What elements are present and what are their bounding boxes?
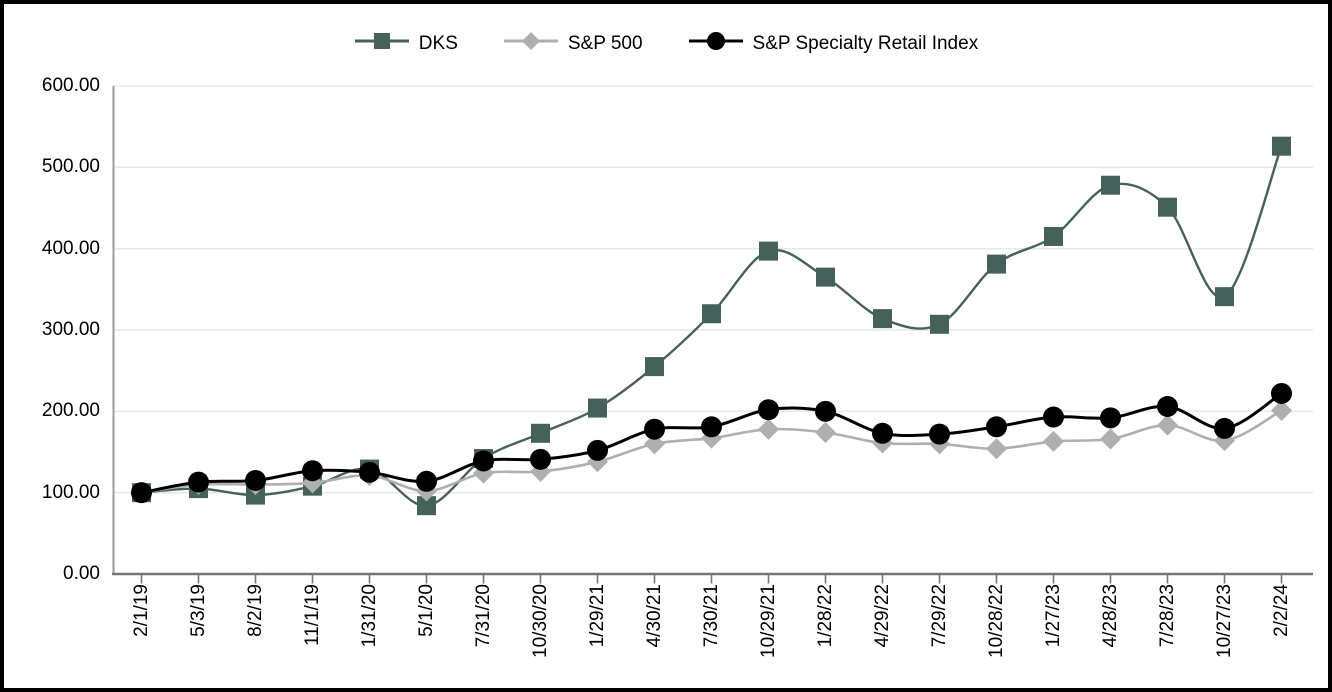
y-axis-tick-label: 400.00 <box>41 237 100 259</box>
legend-marker <box>706 32 725 50</box>
data-point-s-p-500 <box>644 433 665 455</box>
data-point-s-p-specialty-retail-index <box>701 416 722 438</box>
data-point-dks <box>702 304 721 324</box>
data-point-s-p-specialty-retail-index <box>986 416 1007 438</box>
data-point-s-p-specialty-retail-index <box>416 470 437 492</box>
x-axis-tick-label: 1/31/20 <box>358 584 380 648</box>
x-axis-tick-label: 1/27/23 <box>1042 584 1064 648</box>
data-point-s-p-specialty-retail-index <box>929 423 950 445</box>
data-point-s-p-500 <box>758 418 779 440</box>
y-axis-tick-label: 500.00 <box>41 156 100 178</box>
data-point-s-p-specialty-retail-index <box>530 448 551 470</box>
data-point-s-p-500 <box>1043 430 1064 452</box>
x-axis-tick-label: 8/2/19 <box>244 584 266 637</box>
data-point-s-p-specialty-retail-index <box>758 399 779 421</box>
x-axis-tick-label: 4/29/22 <box>871 584 893 648</box>
data-point-s-p-500 <box>815 421 836 443</box>
x-axis-tick-label: 7/30/21 <box>700 584 722 648</box>
data-point-dks <box>1101 175 1120 195</box>
x-axis-tick-label: 4/28/23 <box>1099 584 1121 648</box>
x-axis-tick-label: 10/30/20 <box>529 584 551 658</box>
data-point-dks <box>759 241 778 261</box>
y-axis-tick-label: 200.00 <box>41 400 100 422</box>
x-axis-tick-label: 4/30/21 <box>643 584 665 648</box>
x-axis-tick-label: 5/1/20 <box>415 584 437 637</box>
y-axis-tick-label: 0.00 <box>63 563 100 584</box>
legend-marker <box>373 33 390 49</box>
data-point-s-p-500 <box>1157 414 1178 436</box>
data-point-s-p-500 <box>1100 428 1121 450</box>
x-axis-tick-label: 2/1/19 <box>130 584 152 637</box>
data-point-s-p-specialty-retail-index <box>473 450 494 472</box>
data-point-s-p-specialty-retail-index <box>1043 406 1064 428</box>
data-point-s-p-specialty-retail-index <box>1157 395 1178 417</box>
x-axis-tick-label: 11/1/19 <box>301 584 323 646</box>
legend-swatch <box>354 33 409 49</box>
legend-label-specialty-retail: S&P Specialty Retail Index <box>752 32 979 54</box>
legend-item-sp500: S&P 500 <box>503 29 643 58</box>
data-point-dks <box>930 314 949 334</box>
data-point-s-p-500 <box>986 438 1007 460</box>
legend-swatch <box>503 32 558 50</box>
series-dks <box>132 136 1291 516</box>
y-axis-tick-label: 300.00 <box>41 319 100 340</box>
legend-label-sp500: S&P 500 <box>567 32 643 54</box>
data-point-dks <box>1044 226 1063 246</box>
data-point-dks <box>246 485 265 505</box>
legend-item-specialty-retail: S&P Specialty Retail Index <box>688 29 979 58</box>
data-point-s-p-specialty-retail-index <box>1100 407 1121 429</box>
legend-marker <box>521 32 540 50</box>
legend-swatch <box>688 32 743 50</box>
data-point-s-p-specialty-retail-index <box>1214 417 1235 439</box>
data-point-dks <box>987 254 1006 274</box>
data-point-s-p-specialty-retail-index <box>131 482 152 504</box>
data-point-dks <box>816 267 835 287</box>
chart-legend: DKS S&P 500 S&P Specialty Retail Index <box>0 29 1332 58</box>
x-axis-tick-label: 1/29/21 <box>586 584 608 648</box>
data-point-s-p-specialty-retail-index <box>302 460 323 482</box>
data-point-dks <box>1158 197 1177 217</box>
series-s-p-specialty-retail-index <box>131 382 1292 504</box>
x-axis-tick-label: 7/29/22 <box>928 584 950 648</box>
data-point-s-p-specialty-retail-index <box>188 471 209 493</box>
x-axis-tick-label: 5/3/19 <box>187 584 209 637</box>
data-point-dks <box>1272 136 1291 156</box>
data-point-s-p-specialty-retail-index <box>644 418 665 440</box>
x-axis-tick-label: 10/27/23 <box>1213 584 1235 658</box>
legend-label-dks: DKS <box>418 32 458 54</box>
data-point-dks <box>645 357 664 377</box>
legend-square-marker-icon <box>354 29 410 58</box>
x-axis-tick-label: 10/29/21 <box>757 584 779 658</box>
legend-item-dks: DKS <box>354 29 458 58</box>
data-point-s-p-specialty-retail-index <box>815 400 836 422</box>
data-point-dks <box>1215 287 1234 307</box>
data-point-dks <box>531 423 550 443</box>
data-point-dks <box>588 398 607 418</box>
series-line-dks <box>140 145 1283 507</box>
data-point-s-p-specialty-retail-index <box>245 469 266 491</box>
x-axis-tick-label: 2/2/24 <box>1270 584 1292 637</box>
data-point-s-p-specialty-retail-index <box>1271 382 1292 404</box>
x-axis-tick-label: 7/28/23 <box>1156 584 1178 648</box>
legend-diamond-marker-icon <box>503 29 559 58</box>
data-point-s-p-specialty-retail-index <box>872 422 893 444</box>
x-axis-tick-label: 7/31/20 <box>472 584 494 648</box>
data-point-s-p-specialty-retail-index <box>587 439 608 461</box>
y-axis-tick-label: 600.00 <box>41 75 100 96</box>
data-point-dks <box>873 309 892 329</box>
x-axis-tick-label: 10/28/22 <box>985 584 1007 658</box>
x-axis-tick-label: 1/28/22 <box>814 584 836 648</box>
data-point-dks <box>417 496 436 516</box>
data-point-s-p-specialty-retail-index <box>359 461 380 483</box>
data-point-s-p-500 <box>1271 400 1292 422</box>
legend-circle-marker-icon <box>688 29 744 58</box>
y-axis-tick-label: 100.00 <box>41 481 100 503</box>
